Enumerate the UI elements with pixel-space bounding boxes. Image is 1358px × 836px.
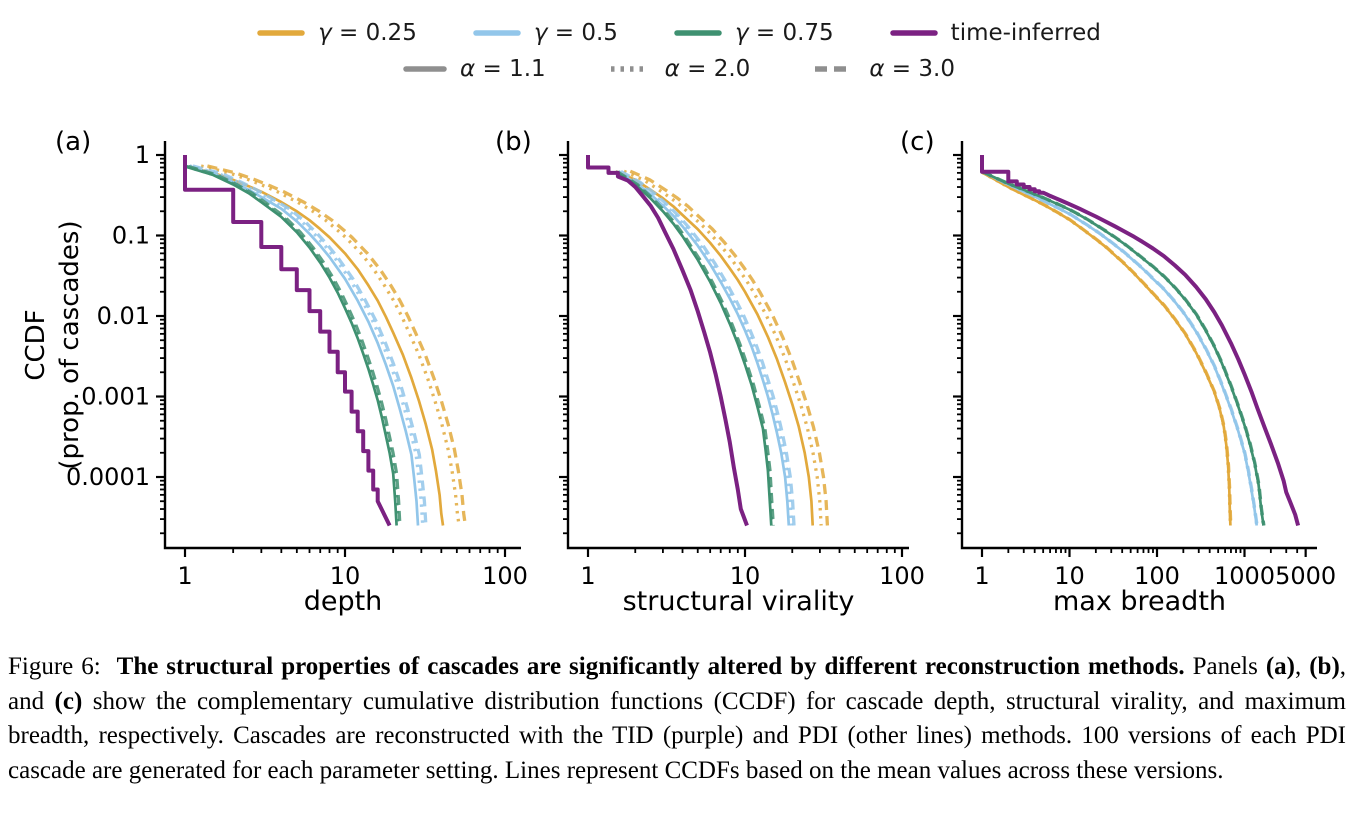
axis-spines: [566, 141, 909, 550]
panel-letter: (c): [900, 127, 935, 157]
axis-ticks: [156, 153, 507, 557]
legend-swatch-dotted: [610, 66, 649, 72]
caption-segment: (c): [54, 687, 83, 715]
x-axis-label: max breadth: [1053, 586, 1226, 617]
legend-label: α = 1.1: [460, 56, 546, 82]
legend-row-gamma: γ = 0.25 γ = 0.5 γ = 0.75 time-inferred: [257, 20, 1101, 46]
legend-item--3.0: α = 3.0: [812, 56, 955, 82]
y-tick-label: 1: [135, 141, 150, 169]
panel-letter: (b): [495, 127, 532, 157]
curve-gamma-0.75-alpha-2.0: [185, 164, 400, 526]
legend-row-alpha: α = 1.1 α = 2.0 α = 3.0: [403, 56, 955, 82]
curve-gamma-0.25-alpha-3.0: [207, 164, 468, 526]
legend-swatch-solid: [257, 30, 305, 36]
panel-letter: (a): [55, 127, 91, 157]
caption-segment: Figure 6:: [8, 653, 117, 680]
curve-gamma-0.25-alpha-2.0: [200, 164, 461, 526]
legend-item--0.25: γ = 0.25: [257, 20, 417, 46]
curve-gamma-0.75-alpha-2.0: [981, 170, 1266, 526]
x-tick-label: 10: [730, 562, 761, 590]
curve-gamma-0.5-alpha-2.0: [189, 164, 425, 526]
curve-gamma-0.75-alpha-3.0: [616, 170, 775, 526]
x-axis-label: depth: [304, 586, 383, 617]
legend-label: γ = 0.5: [533, 20, 618, 46]
curve-time-inferred: [586, 155, 749, 527]
curve-gamma-0.25-alpha-1.1: [184, 164, 445, 526]
panel-b: (b) 1 10 100 structural virality: [495, 127, 925, 617]
y-tick-label: 0.0001: [66, 463, 150, 491]
x-tick-label: 100: [879, 562, 925, 590]
greek-symbol: α: [869, 56, 885, 82]
legend-swatch-dashed: [815, 66, 854, 72]
y-axis-label-line2: (prop. of cascades): [55, 220, 85, 469]
figure-caption: Figure 6: The structural properties of c…: [8, 650, 1346, 788]
x-axis-label: structural virality: [623, 586, 855, 617]
legend-item--2.0: α = 2.0: [608, 56, 751, 82]
x-tick-label: 10: [1054, 562, 1085, 590]
caption-segment: Panels: [1184, 653, 1266, 680]
legend: γ = 0.25 γ = 0.5 γ = 0.75 time-inferred α =…: [0, 20, 1358, 82]
legend-swatch-solid: [473, 30, 521, 36]
axis-spines: [163, 141, 521, 550]
y-tick-label: 0.01: [97, 302, 150, 330]
legend-swatch-solid: [889, 30, 938, 36]
y-tick-label: 0.001: [81, 383, 150, 411]
x-tick-label: 100: [482, 562, 528, 590]
curve-gamma-0.75-alpha-1.1: [981, 170, 1265, 526]
greek-symbol: γ: [318, 20, 332, 46]
ccdf-panels-svg: CCDF (prop. of cascades) (a) 1 10 100 1 0.1 0.01…: [21, 127, 1336, 617]
legend-label: time-inferred: [950, 20, 1101, 46]
curve-gamma-0.75-alpha-3.0: [187, 164, 402, 526]
y-tick-label: 0.1: [112, 222, 150, 250]
curve-gamma-0.25-alpha-1.1: [981, 171, 1232, 526]
caption-segment: , and: [8, 653, 1347, 715]
curve-gamma-0.5-alpha-3.0: [620, 169, 796, 526]
legend-label: γ = 0.75: [734, 20, 834, 46]
curve-gamma-0.5-alpha-2.0: [617, 169, 794, 526]
panel-c: (c) 1 10 100 1000 5000 max breadth: [900, 127, 1336, 617]
x-tick-label: 10: [330, 562, 361, 590]
y-axis-label-line1: CCDF: [21, 309, 51, 380]
x-tick-label: 1: [580, 562, 595, 590]
legend-item-time-inferred: time-inferred: [889, 20, 1101, 46]
greek-symbol: γ: [533, 20, 548, 46]
legend-swatch-solid: [674, 30, 722, 36]
legend-item--0.5: γ = 0.5: [473, 20, 618, 46]
legend-item--0.75: γ = 0.75: [674, 20, 834, 46]
x-tick-label: 1000: [1214, 562, 1275, 590]
curve-gamma-0.25-alpha-3.0: [981, 170, 1233, 526]
caption-segment: The structural properties of cascades ar…: [116, 653, 1185, 680]
curve-gamma-0.25-alpha-3.0: [629, 169, 830, 526]
caption-segment: (a): [1265, 653, 1295, 680]
axis-ticks: [953, 153, 1307, 557]
curve-gamma-0.25-alpha-1.1: [615, 169, 815, 526]
x-tick-label: 100: [1134, 562, 1180, 590]
legend-item--1.1: α = 1.1: [403, 56, 546, 82]
curve-gamma-0.5-alpha-1.1: [184, 164, 420, 526]
legend-swatch-solid: [403, 66, 447, 72]
caption-segment: ,: [1294, 653, 1310, 680]
x-tick-label: 1: [177, 562, 192, 590]
curve-gamma-0.5-alpha-1.1: [981, 170, 1259, 526]
axis-spines: [960, 141, 1317, 550]
curve-gamma-0.25-alpha-2.0: [623, 169, 823, 526]
panel-a: (a) 1 10 100 1 0.1 0.01 0.001 0.0001 depth: [55, 127, 528, 617]
curve-time-inferred: [183, 155, 392, 527]
curve-gamma-0.75-alpha-3.0: [981, 170, 1266, 526]
x-tick-label: 5000: [1275, 562, 1336, 590]
caption-segment: (b): [1309, 653, 1340, 680]
greek-symbol: γ: [734, 20, 749, 46]
legend-label: α = 3.0: [869, 56, 955, 82]
greek-symbol: α: [460, 56, 476, 82]
greek-symbol: α: [664, 56, 680, 82]
legend-label: γ = 0.25: [318, 20, 417, 46]
caption-segment: show the complementary cumulative distri…: [8, 687, 1346, 784]
x-tick-label: 1: [974, 562, 989, 590]
axis-ticks: [559, 153, 904, 557]
curve-time-inferred: [980, 155, 1301, 527]
legend-label: α = 2.0: [664, 56, 751, 82]
curve-gamma-0.5-alpha-3.0: [192, 164, 428, 526]
curve-gamma-0.5-alpha-1.1: [614, 170, 791, 526]
